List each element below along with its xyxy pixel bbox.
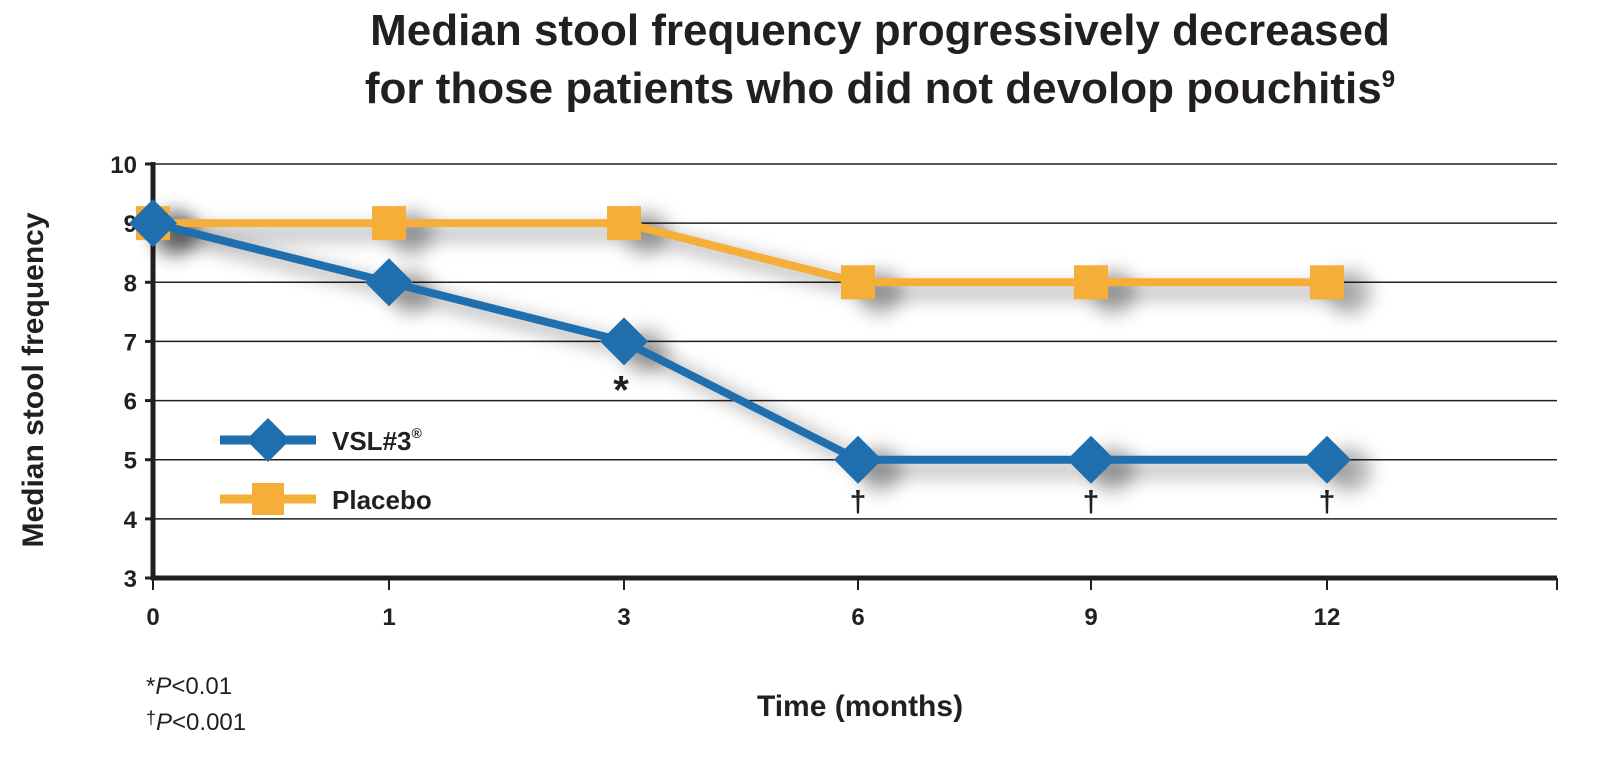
annotation-dagger-12: †	[1319, 486, 1336, 519]
y-tick-label-4: 4	[124, 507, 138, 534]
title-reference-superscript: 9	[1382, 66, 1395, 93]
y-tick-label-9: 9	[124, 211, 137, 238]
y-tick-label-6: 6	[124, 389, 137, 416]
y-tick-label-10: 10	[110, 152, 137, 179]
annotation-asterisk-3: *	[613, 368, 629, 412]
chart-title-line-2: for those patients who did not devolop p…	[365, 64, 1395, 113]
legend-marker-placebo	[252, 483, 284, 515]
legend-item-placebo: Placebo	[220, 483, 432, 515]
legend-label-placebo: Placebo	[332, 485, 432, 515]
vsl-3-line	[152, 219, 1327, 464]
vsl-3-point-0	[129, 199, 177, 248]
vsl-3-point-6	[834, 435, 882, 484]
footnote-2: †P<0.001	[146, 708, 246, 736]
placebo-point-9	[1074, 265, 1108, 300]
y-tick-label-8: 8	[124, 270, 137, 297]
legend-label-vsl-3: VSL#3®	[332, 425, 423, 456]
annotation-dagger-9: †	[1083, 486, 1100, 519]
footnote-1: *P<0.01	[146, 673, 232, 700]
vsl-3-point-3	[600, 317, 648, 366]
y-axis-ticks: 3 4 5 6 7 8 9 10	[110, 152, 153, 593]
legend-item-vsl-3: VSL#3®	[220, 418, 423, 462]
chart-title-line-1: Median stool frequency progressively dec…	[370, 6, 1390, 55]
y-tick-label-7: 7	[124, 329, 137, 356]
x-tick-label-6: 6	[851, 604, 864, 631]
annotation-dagger-6: †	[850, 486, 867, 519]
x-tick-label-1: 1	[382, 604, 395, 631]
vsl-3-point-1	[365, 258, 413, 307]
placebo-point-6	[841, 265, 875, 300]
series	[129, 199, 1351, 484]
placebo-point-12	[1310, 265, 1344, 300]
x-tick-label-9: 9	[1084, 604, 1097, 631]
x-tick-label-3: 3	[617, 604, 630, 631]
x-tick-label-12: 12	[1314, 604, 1341, 631]
footnotes: *P<0.01 †P<0.001	[146, 673, 246, 736]
placebo-line	[153, 219, 1327, 287]
y-tick-label-3: 3	[124, 566, 137, 593]
placebo-point-3	[607, 206, 641, 241]
placebo-line-shadow	[171, 226, 1345, 300]
x-axis-ticks: 0 1 3 6 9 12	[146, 578, 1558, 631]
x-axis-title: Time (months)	[757, 690, 963, 723]
legend-marker-vsl-3	[246, 418, 290, 462]
x-tick-label-0: 0	[146, 604, 159, 631]
y-axis-title: Median stool frequency	[17, 212, 50, 547]
y-tick-label-5: 5	[124, 448, 137, 475]
significance-annotations: * † † †	[613, 368, 1335, 518]
placebo-point-1	[372, 206, 406, 241]
vsl-3-point-9	[1067, 435, 1115, 484]
vsl-3-point-12	[1303, 435, 1351, 484]
legend: VSL#3® Placebo	[220, 418, 432, 515]
legend-label-superscript: ®	[412, 425, 423, 441]
